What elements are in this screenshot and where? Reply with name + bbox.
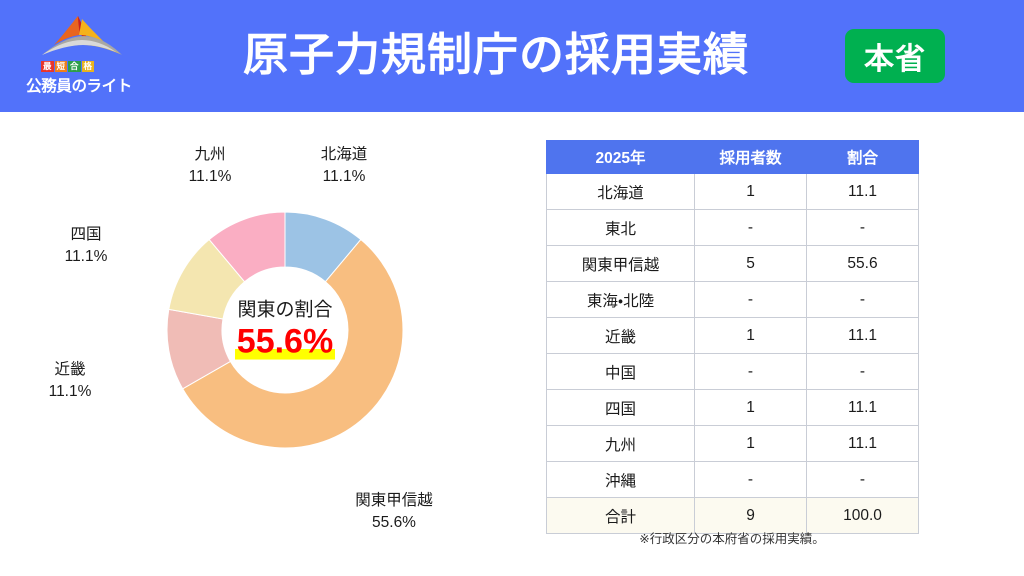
- table-cell-ratio: 100.0: [806, 497, 919, 534]
- table-cell-region: 中国: [546, 353, 695, 390]
- table-cell-region: 関東甲信越: [546, 245, 695, 282]
- table-cell-region: 四国: [546, 389, 695, 426]
- page-title: 原子力規制庁の採用実績: [242, 29, 749, 80]
- table-cell-ratio: 11.1: [806, 425, 919, 462]
- table-row: 東北 - -: [546, 209, 919, 246]
- table-cell-count: 9: [694, 497, 807, 534]
- table-cell-ratio: -: [806, 281, 919, 318]
- slice-label-kanto-percent: 55.6%: [372, 514, 416, 531]
- slice-label-hokkaido: 北海道 11.1%: [296, 144, 392, 188]
- table-body: 北海道 1 11.1 東北 - - 関東甲信越 5 55.6 東海・北陸 - - 近畿 1 11.1 中国 - -…: [546, 173, 919, 534]
- table-row: 九州 1 11.1: [546, 425, 919, 462]
- donut-chart-area: 九州 11.1% 北海道 11.1% 四国 11.1% 近畿 11.1% 関東甲…: [0, 112, 520, 576]
- page-header: 最 短 合 格 公務員のライト 原子力規制庁の採用実績 本省: [0, 0, 1024, 112]
- table-cell-region: 合計: [546, 497, 695, 534]
- donut-slice-九州: [208, 211, 286, 283]
- table-cell-count: -: [694, 209, 807, 246]
- table-cell-ratio: -: [806, 209, 919, 246]
- donut-svg: [166, 211, 404, 449]
- table-row: 沖縄 - -: [546, 461, 919, 498]
- donut-slice-関東甲信越: [182, 238, 404, 449]
- slice-label-hokkaido-name: 北海道: [320, 146, 368, 163]
- table-row: 近畿 1 11.1: [546, 317, 919, 354]
- slice-label-kinki: 近畿 11.1%: [22, 359, 118, 403]
- table-cell-count: 1: [694, 317, 807, 354]
- table-cell-count: -: [694, 461, 807, 498]
- slice-label-shikoku-percent: 11.1%: [64, 248, 108, 265]
- slice-label-shikoku-name: 四国: [70, 226, 102, 243]
- table-cell-region: 九州: [546, 425, 695, 462]
- table-cell-count: -: [694, 281, 807, 318]
- table-header-ratio: 割合: [806, 140, 919, 174]
- logo-badge-2: 短: [54, 61, 68, 73]
- category-badge: 本省: [845, 29, 945, 83]
- slice-label-kinki-percent: 11.1%: [48, 383, 92, 400]
- table-row: 東海・北陸 - -: [546, 281, 919, 318]
- slice-label-shikoku: 四国 11.1%: [38, 224, 134, 268]
- slice-label-kanto: 関東甲信越 55.6%: [332, 490, 456, 534]
- table-cell-ratio: 55.6: [806, 245, 919, 282]
- table-cell-ratio: 11.1: [806, 389, 919, 426]
- slice-label-hokkaido-percent: 11.1%: [322, 168, 366, 185]
- slice-label-kyushu-name: 九州: [194, 146, 226, 163]
- logo-badge-1: 最: [41, 61, 54, 73]
- donut-center-text: 関東の割合 55.6%: [210, 299, 360, 361]
- donut-slice-group: [166, 211, 404, 449]
- logo-badge-group: 最 短 合 格: [41, 61, 95, 73]
- table-cell-region: 東海・北陸: [546, 281, 695, 318]
- table-row: 中国 - -: [546, 353, 919, 390]
- table-footnote: ※行政区分の本府省の採用実績。: [639, 532, 825, 546]
- table-row: 四国 1 11.1: [546, 389, 919, 426]
- donut-center-value: 55.6%: [234, 322, 336, 361]
- table-cell-region: 沖縄: [546, 461, 695, 498]
- slice-label-kyushu-percent: 11.1%: [188, 168, 232, 185]
- table-cell-region: 東北: [546, 209, 695, 246]
- table-header-row: 2025年 採用者数 割合: [546, 140, 919, 174]
- table-cell-ratio: -: [806, 353, 919, 390]
- table-header-count: 採用者数: [694, 140, 807, 174]
- table-cell-ratio: 11.1: [806, 317, 919, 354]
- donut-center-label: 関東の割合: [237, 299, 333, 321]
- table-cell-count: 1: [694, 425, 807, 462]
- mountain-flame-icon: [42, 16, 122, 55]
- site-logo: 最 短 合 格 公務員のライト: [18, 14, 140, 100]
- slice-label-kanto-name: 関東甲信越: [355, 492, 433, 509]
- table-row: 関東甲信越 5 55.6: [546, 245, 919, 282]
- table-cell-ratio: 11.1: [806, 173, 919, 210]
- table-cell-count: -: [694, 353, 807, 390]
- logo-badge-4: 格: [81, 61, 95, 73]
- table-cell-count: 5: [694, 245, 807, 282]
- table-cell-ratio: -: [806, 461, 919, 498]
- table-cell-region: 北海道: [546, 173, 695, 210]
- recruitment-table-wrapper: 2025年 採用者数 割合 北海道 1 11.1 東北 - - 関東甲信越 5 55.6 東海・北…: [546, 140, 919, 534]
- logo-site-name: 公務員のライト: [26, 78, 132, 95]
- logo-badge-3: 合: [68, 61, 81, 73]
- table-row: 北海道 1 11.1: [546, 173, 919, 210]
- table-cell-count: 1: [694, 389, 807, 426]
- table-cell-region: 近畿: [546, 317, 695, 354]
- slice-label-kinki-name: 近畿: [54, 361, 86, 378]
- recruitment-table: 2025年 採用者数 割合 北海道 1 11.1 東北 - - 関東甲信越 5 55.6 東海・北…: [546, 140, 919, 534]
- table-header-year: 2025年: [546, 140, 695, 174]
- slice-label-kyushu: 九州 11.1%: [162, 144, 258, 188]
- donut-chart: 関東の割合 55.6%: [165, 210, 405, 450]
- table-cell-count: 1: [694, 173, 807, 210]
- table-row: 合計 9 100.0: [546, 497, 919, 534]
